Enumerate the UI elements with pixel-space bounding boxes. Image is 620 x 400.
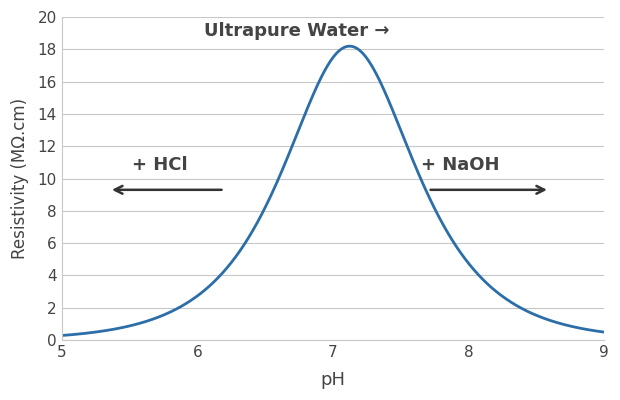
Y-axis label: Resistivity (MΩ.cm): Resistivity (MΩ.cm) xyxy=(11,98,29,259)
Text: + HCl: + HCl xyxy=(132,156,188,174)
Text: Ultrapure Water →: Ultrapure Water → xyxy=(204,22,389,40)
Text: + NaOH: + NaOH xyxy=(421,156,500,174)
X-axis label: pH: pH xyxy=(321,371,345,389)
